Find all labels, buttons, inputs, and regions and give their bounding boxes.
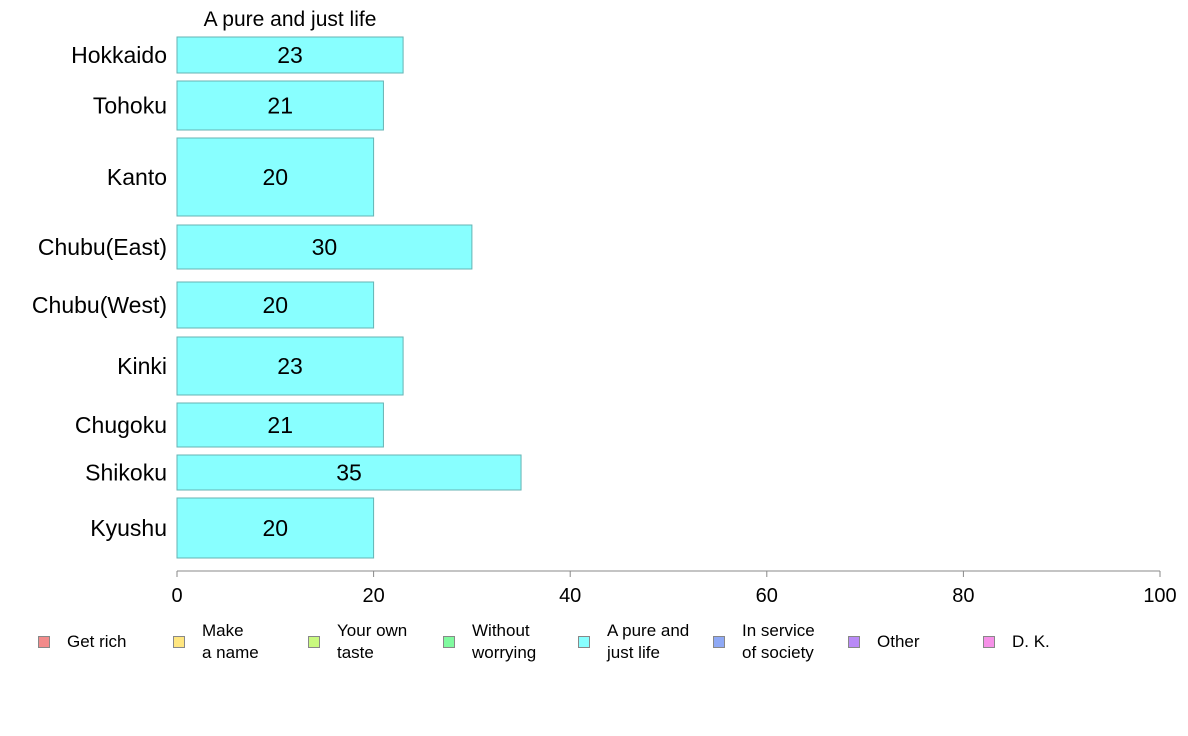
x-tick-label: 80 — [952, 585, 974, 607]
legend-label: Your own taste — [337, 621, 408, 662]
bar-value-label: 23 — [277, 42, 303, 68]
bar-value-label: 20 — [263, 292, 289, 318]
legend-item: In service of society — [713, 620, 815, 664]
category-label: Chubu(West) — [32, 292, 167, 318]
legend-label: D. K. — [1012, 632, 1050, 651]
bar-value-label: 35 — [336, 460, 362, 486]
legend-swatch — [983, 636, 995, 648]
bar-chugoku — [176, 402, 384, 448]
legend-swatch — [38, 636, 50, 648]
legend-item: Without worrying — [443, 620, 536, 664]
x-tick-label: 20 — [362, 585, 384, 607]
legend-swatch — [443, 636, 455, 648]
bar-kanto — [176, 137, 375, 217]
bar-value-label: 21 — [267, 93, 293, 119]
bar-kinki — [176, 336, 404, 396]
bar-value-label: 21 — [267, 412, 293, 438]
category-label: Hokkaido — [71, 42, 167, 68]
legend-label: A pure and just life — [607, 621, 690, 662]
category-label: Kanto — [107, 164, 167, 190]
category-label: Kyushu — [90, 515, 167, 541]
bar-shikoku — [176, 454, 522, 491]
category-label: Chubu(East) — [38, 234, 167, 260]
legend-swatch — [578, 636, 590, 648]
category-label: Tohoku — [93, 93, 167, 119]
bar-kyushu — [176, 497, 375, 559]
legend-label: In service of society — [742, 621, 815, 662]
category-label: Kinki — [117, 353, 167, 379]
legend-item: D. K. — [983, 620, 1050, 664]
category-label: Shikoku — [85, 460, 167, 486]
legend-label: Make a name — [202, 621, 259, 662]
chart-title: A pure and just life — [204, 8, 377, 31]
legend-swatch — [713, 636, 725, 648]
legend-item: Get rich — [38, 620, 127, 664]
legend-label: Without worrying — [472, 621, 537, 662]
bar-chubu-west — [176, 281, 375, 329]
bar-tohoku — [176, 80, 384, 131]
legend-item: Your own taste — [308, 620, 407, 664]
legend: Get rich Make a name Your own taste Without… — [38, 620, 1138, 664]
bar-chubu-east — [176, 224, 473, 270]
bar-value-label: 20 — [263, 164, 289, 190]
legend-item: A pure and just life — [578, 620, 689, 664]
category-label: Chugoku — [75, 412, 167, 438]
legend-swatch — [308, 636, 320, 648]
x-tick-label: 60 — [756, 585, 778, 607]
bar-value-label: 30 — [312, 234, 338, 260]
legend-label: Get rich — [67, 632, 127, 651]
legend-swatch — [173, 636, 185, 648]
bars-layer: 23 Hokkaido 21 Tohoku 20 Kanto 30 Chubu(East) 20… — [32, 36, 522, 559]
x-axis: 0 20 40 60 80 100 — [171, 570, 1177, 607]
legend-swatch — [848, 636, 860, 648]
legend-label: Other — [877, 632, 920, 651]
x-tick-label: 100 — [1143, 585, 1176, 607]
bar-value-label: 23 — [277, 353, 303, 379]
bar-value-label: 20 — [263, 515, 289, 541]
legend-item: Other — [848, 620, 920, 664]
x-tick-label: 40 — [559, 585, 581, 607]
x-tick-label: 0 — [171, 585, 182, 607]
bar-hokkaido — [176, 36, 404, 74]
legend-item: Make a name — [173, 620, 259, 664]
